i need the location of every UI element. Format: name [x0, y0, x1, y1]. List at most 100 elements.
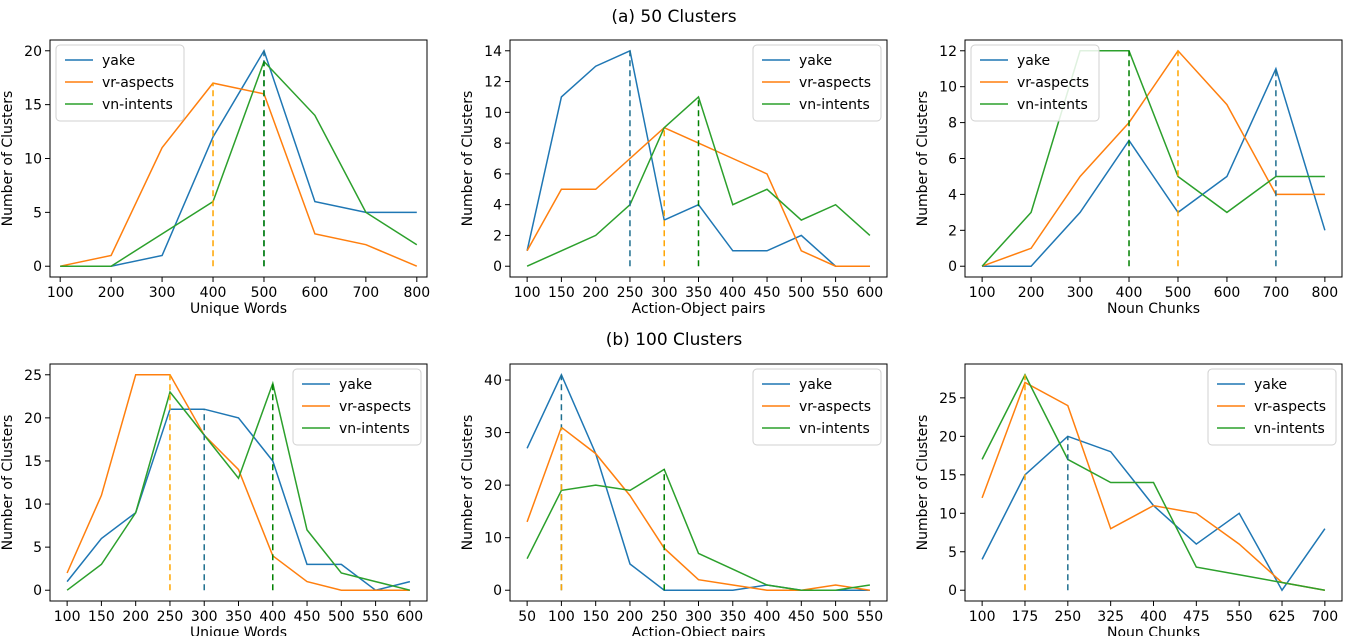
legend-box [55, 44, 185, 122]
chart-panel: 100 150 200 250 300 350 400 450 500 550 600 0 5 10 15 2… [0, 363, 428, 636]
x-tick-label: 600 [1214, 285, 1241, 301]
x-tick-label: 700 [1263, 285, 1290, 301]
x-axis-label: Unique Words [190, 625, 287, 636]
y-tick-label: 4 [493, 198, 502, 214]
y-tick-label: 20 [24, 411, 42, 427]
x-tick-label: 100 [548, 609, 575, 625]
y-tick-label: 2 [948, 223, 957, 239]
x-tick-label: 250 [1054, 609, 1081, 625]
x-tick-label: 350 [685, 285, 712, 301]
legend-label: vr-aspects [1254, 399, 1326, 415]
x-tick-label: 200 [1018, 285, 1045, 301]
x-tick-label: 400 [754, 609, 781, 625]
x-tick-label: 500 [1165, 285, 1192, 301]
x-tick-label: 200 [122, 609, 149, 625]
y-tick-label: 10 [24, 152, 42, 168]
y-tick-label: 10 [939, 80, 957, 96]
chart-panel: 100 200 300 400 500 600 700 800 0 2 4 6 8 10 12 Noun Ch… [915, 39, 1343, 317]
x-tick-label: 250 [617, 285, 644, 301]
x-tick-label: 50 [518, 609, 536, 625]
x-tick-label: 100 [514, 285, 541, 301]
y-tick-label: 5 [948, 545, 957, 561]
x-tick-label: 250 [651, 609, 678, 625]
legend-label: vn-intents [1254, 421, 1325, 437]
y-tick-label: 0 [33, 583, 42, 599]
legend: yake vr-aspects vn-intents [970, 44, 1100, 122]
x-tick-label: 400 [259, 609, 286, 625]
y-tick-label: 15 [24, 454, 42, 470]
x-tick-label: 150 [582, 609, 609, 625]
series-line-vn-intents [981, 50, 1325, 267]
x-tick-label: 150 [548, 285, 575, 301]
series-line-vr-aspects [60, 82, 418, 267]
y-tick-label: 40 [484, 373, 502, 389]
x-tick-label: 475 [1183, 609, 1210, 625]
x-tick-label: 300 [149, 285, 176, 301]
legend-label: vr-aspects [1017, 75, 1089, 91]
y-tick-label: 0 [948, 583, 957, 599]
legend-box [970, 44, 1100, 122]
chart-panel: 100 175 250 325 400 475 550 625 700 0 5 10 15 20 25 Nou… [915, 363, 1343, 636]
legend-box [752, 368, 882, 446]
x-axis-label: Noun Chunks [1107, 625, 1200, 636]
x-tick-label: 150 [88, 609, 115, 625]
legend-label: vr-aspects [339, 399, 411, 415]
legend-label: yake [339, 377, 372, 393]
x-tick-label: 450 [754, 285, 781, 301]
x-tick-label: 800 [1311, 285, 1338, 301]
y-tick-label: 10 [939, 506, 957, 522]
series-line-yake [981, 435, 1326, 592]
y-tick-label: 0 [493, 583, 502, 599]
x-tick-label: 100 [47, 285, 74, 301]
series-line-vn-intents [60, 60, 418, 267]
series-line-yake [982, 66, 1326, 267]
y-axis-label: Number of Clusters [0, 91, 16, 227]
x-tick-label: 450 [294, 609, 321, 625]
series-line-vn-intents [981, 373, 1326, 591]
chart-panel: 100 200 300 400 500 600 700 800 0 5 10 15 20 Unique W… [0, 39, 430, 317]
y-tick-label: 6 [948, 152, 957, 168]
y-tick-label: 30 [484, 426, 502, 442]
legend-label: vn-intents [339, 421, 410, 437]
x-tick-label: 325 [1097, 609, 1124, 625]
series-line-vn-intents [526, 95, 871, 267]
x-tick-label: 700 [1311, 609, 1338, 625]
x-tick-label: 200 [98, 285, 125, 301]
y-tick-label: 2 [493, 228, 502, 244]
x-tick-label: 300 [191, 609, 218, 625]
x-tick-label: 600 [302, 285, 329, 301]
x-tick-label: 200 [617, 609, 644, 625]
series-line-vr-aspects [66, 374, 410, 591]
row-title-a: (a) 50 Clusters [611, 7, 736, 27]
y-tick-label: 15 [939, 468, 957, 484]
y-tick-label: 6 [493, 167, 502, 183]
x-tick-label: 300 [685, 609, 712, 625]
x-tick-label: 350 [719, 609, 746, 625]
y-tick-label: 20 [484, 478, 502, 494]
y-axis-label: Number of Clusters [0, 415, 16, 551]
legend: yake vr-aspects vn-intents [752, 368, 882, 446]
legend-box [752, 44, 882, 122]
series-line-yake [66, 408, 411, 592]
x-tick-label: 400 [1140, 609, 1167, 625]
x-tick-label: 300 [1067, 285, 1094, 301]
y-tick-label: 8 [948, 116, 957, 132]
x-tick-label: 500 [328, 609, 355, 625]
x-tick-label: 400 [200, 285, 227, 301]
legend-label: vn-intents [1017, 97, 1088, 113]
series-line-vr-aspects [526, 426, 871, 591]
y-tick-label: 4 [948, 187, 957, 203]
y-tick-label: 0 [493, 259, 502, 275]
series-line-vn-intents [526, 468, 871, 591]
x-tick-label: 100 [969, 609, 996, 625]
x-tick-label: 400 [1116, 285, 1143, 301]
chart-panel: 100 150 200 250 300 350 400 450 500 550 600 0 2 4 6 8 10… [460, 39, 888, 317]
x-tick-label: 600 [856, 285, 883, 301]
y-axis-label: Number of Clusters [460, 415, 476, 551]
row-title-b: (b) 100 Clusters [606, 330, 743, 350]
legend-box [1207, 368, 1337, 446]
y-tick-label: 10 [484, 531, 502, 547]
series-line-vr-aspects [981, 381, 1326, 591]
y-tick-label: 0 [33, 259, 42, 275]
